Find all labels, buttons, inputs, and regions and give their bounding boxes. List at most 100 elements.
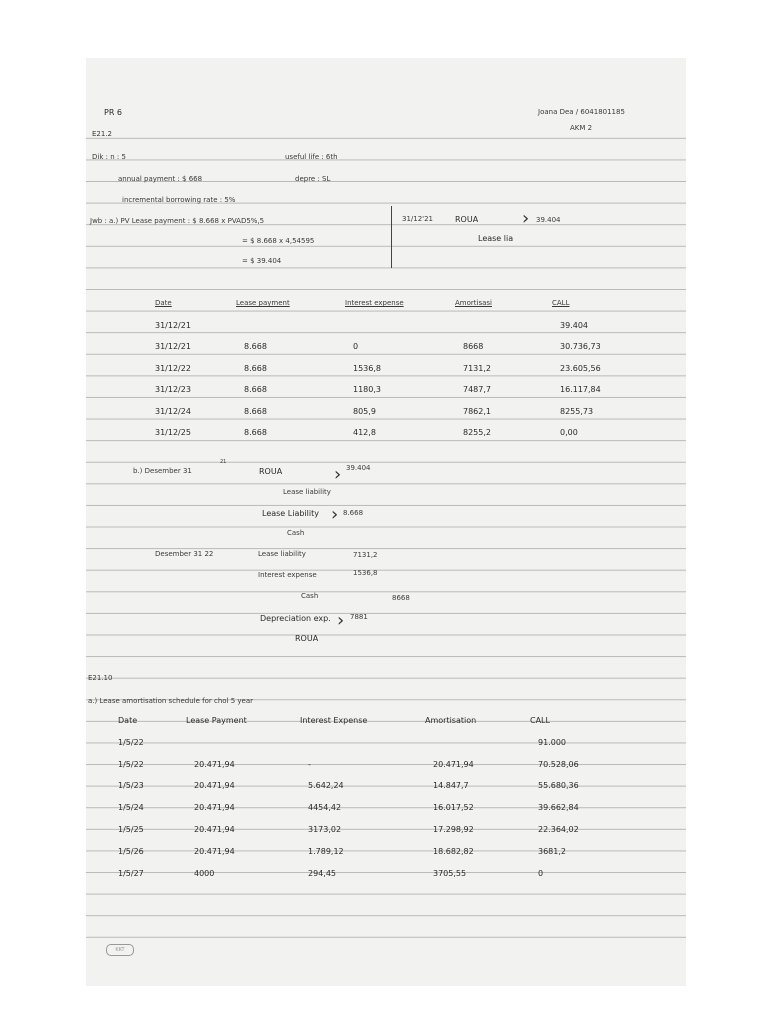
- table-cell: 16.117,84: [560, 385, 601, 394]
- table-cell: 20.471,94: [194, 759, 235, 769]
- table-cell: 5.642,24: [308, 781, 344, 791]
- divider-line: [391, 206, 392, 268]
- table-cell: 1/5/25: [118, 825, 144, 834]
- table-cell: 31/12/24: [155, 406, 191, 416]
- table-cell: 805,9: [353, 406, 376, 416]
- brace-icon: ›: [337, 610, 345, 631]
- table-cell: 7131,2: [463, 363, 491, 373]
- author-name: Joana Dea / 6041801185: [538, 108, 625, 116]
- entry-debit: ROUA: [455, 215, 479, 224]
- table-cell: 1.789,12: [308, 846, 344, 856]
- table-cell: 23.605,56: [560, 363, 601, 373]
- column-header: Amortisasi: [455, 299, 492, 307]
- table-cell: 8.668: [244, 406, 267, 416]
- table-cell: 1/5/26: [118, 846, 144, 856]
- part-b-year: 21: [220, 459, 227, 465]
- je4-amount: 7881: [350, 613, 368, 621]
- je1-debit: ROUA: [259, 467, 283, 476]
- exercise-label: E21.2: [92, 130, 113, 138]
- table-cell: 1536,8: [353, 363, 381, 373]
- table-cell: 70.528,06: [538, 759, 579, 769]
- table-cell: 4000: [194, 868, 215, 878]
- column-header: Lease Payment: [186, 716, 247, 725]
- entry-amount: 39.404: [536, 216, 561, 224]
- table-cell: 7487,7: [463, 385, 491, 394]
- given-useful-life: useful life : 6th: [285, 153, 338, 161]
- je2-debit: Lease Liability: [262, 509, 319, 518]
- given-annual-payment: annual payment : $ 668: [118, 175, 203, 183]
- table-cell: 31/12/25: [155, 428, 191, 437]
- table-cell: 1/5/22: [118, 759, 144, 769]
- table-cell: 8255,73: [560, 406, 594, 416]
- part-b-label: b.) Desember 31: [133, 467, 192, 475]
- table-cell: 1/5/24: [118, 803, 144, 813]
- table-cell: 39.662,84: [538, 803, 579, 813]
- table-cell: 31/12/21: [155, 320, 191, 330]
- table-cell: 8.668: [244, 363, 267, 373]
- table-cell: 18.682,82: [433, 846, 474, 856]
- column-header: Amortisation: [425, 716, 477, 725]
- je3-amount-2: 1536,8: [353, 569, 378, 577]
- table-cell: 91.000: [538, 737, 566, 747]
- table-cell: 7862,1: [463, 406, 491, 416]
- table-cell: 20.471,94: [433, 759, 474, 769]
- table-cell: 20.471,94: [194, 825, 235, 834]
- table-cell: 22.364,02: [538, 825, 579, 834]
- page-bottom-margin: [86, 950, 686, 986]
- je3-debit-1: Lease liability: [258, 550, 306, 558]
- table-cell: 8255,2: [463, 428, 491, 437]
- column-header: Interest Expense: [300, 716, 368, 725]
- given-depre: depre : SL: [295, 175, 331, 183]
- je1-amount: 39.404: [346, 464, 371, 472]
- table-cell: 20.471,94: [194, 803, 235, 813]
- table-cell: 4454,42: [308, 803, 342, 813]
- je2-amount: 8.668: [343, 509, 364, 517]
- table-cell: 0,00: [560, 428, 578, 437]
- brace-icon: ›: [331, 504, 339, 525]
- table-cell: -: [308, 759, 311, 769]
- column-header: Date: [155, 299, 172, 307]
- given-n: Dik : n : 5: [92, 153, 126, 161]
- page-top-margin: [86, 58, 686, 124]
- table-cell: 1/5/23: [118, 781, 144, 791]
- table-cell: 412,8: [353, 428, 376, 437]
- dec22-label: Desember 31 22: [155, 550, 214, 558]
- class-name: AKM 2: [570, 124, 593, 132]
- table-cell: 8.668: [244, 342, 267, 351]
- je3-credit: Cash: [301, 592, 319, 600]
- brace-icon: ›: [522, 208, 530, 229]
- given-rate: incremental borrowing rate : 5%: [122, 196, 236, 204]
- entry-credit: Lease lia: [478, 234, 514, 243]
- exercise-2-label: E21.10: [88, 674, 113, 682]
- table-cell: 14.847,7: [433, 781, 469, 791]
- column-header: Date: [118, 716, 138, 725]
- table-cell: 39.404: [560, 320, 588, 330]
- table-cell: 30.736,73: [560, 342, 601, 351]
- table-cell: 17.298,92: [433, 825, 474, 834]
- pv-calc-1: = $ 8.668 x 4,54595: [242, 237, 315, 245]
- table-cell: 31/12/21: [155, 342, 191, 351]
- table-cell: 3173,02: [308, 825, 342, 834]
- brace-icon: ›: [334, 464, 342, 485]
- entry-date: 31/12'21: [402, 215, 434, 223]
- je4-credit: ROUA: [295, 634, 319, 643]
- je3-amount-1: 7131,2: [353, 551, 378, 559]
- table-cell: 16.017,52: [433, 803, 474, 813]
- table-cell: 3681,2: [538, 846, 566, 856]
- je3-credit-amount: 8668: [392, 594, 410, 602]
- table-cell: 20.471,94: [194, 781, 235, 791]
- table-cell: 31/12/23: [155, 385, 191, 394]
- table-cell: 0: [353, 342, 359, 351]
- table-cell: 8668: [463, 342, 484, 351]
- column-header: CALL: [552, 299, 570, 307]
- schedule-title: a.) Lease amortisation schedule for chol…: [88, 697, 254, 705]
- notebook-brand-badge: KKT: [106, 944, 134, 956]
- table-cell: 8.668: [244, 428, 267, 437]
- je2-credit: Cash: [287, 529, 305, 537]
- table-cell: 8.668: [244, 385, 267, 394]
- table-cell: 1/5/22: [118, 737, 144, 747]
- table-cell: 31/12/22: [155, 363, 191, 373]
- table-cell: 55.680,36: [538, 781, 579, 791]
- table-cell: 1180,3: [353, 385, 381, 394]
- table-cell: 20.471,94: [194, 846, 235, 856]
